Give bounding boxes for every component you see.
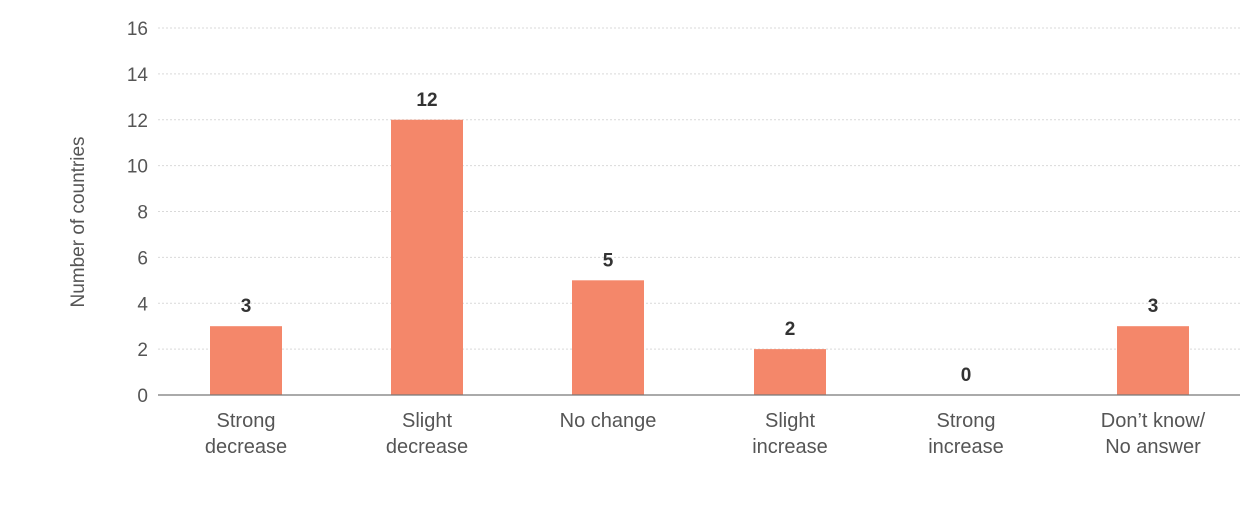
bar (210, 326, 282, 395)
x-category-label-line: increase (928, 436, 1004, 458)
x-category-label-line: No change (560, 410, 657, 432)
bar-value-label: 2 (785, 319, 796, 340)
y-axis-title: Number of countries (68, 136, 89, 307)
bar (391, 119, 463, 395)
x-category-label: Slight decrease (386, 410, 468, 458)
x-axis-categories: Strong decrease Slight decrease No change Sli… (205, 410, 1206, 458)
x-category-label: Don’t know/No answer (1101, 410, 1206, 458)
y-tick-label: 4 (137, 294, 148, 315)
x-category-label-line: Slight (765, 410, 815, 432)
bar (754, 349, 826, 395)
bar (572, 280, 644, 395)
y-tick-label: 6 (137, 248, 148, 269)
x-category-label-line: increase (752, 436, 828, 458)
y-tick-label: 12 (127, 111, 148, 132)
x-category-label-line: decrease (205, 436, 287, 458)
x-category-label-line: Don’t know/ (1101, 410, 1206, 432)
y-tick-label: 0 (137, 386, 148, 407)
y-tick-label: 14 (127, 65, 149, 86)
bar-value-label: 3 (241, 296, 252, 317)
bar-value-label: 3 (1148, 296, 1159, 317)
bar (1117, 326, 1189, 395)
y-tick-label: 8 (137, 203, 148, 224)
x-category-label: Strong increase (928, 410, 1004, 458)
bar-value-label: 5 (603, 250, 614, 271)
y-axis-ticks: 0 2 4 6 8 10 12 14 16 (127, 19, 149, 407)
x-category-label: Slight increase (752, 410, 828, 458)
y-tick-label: 16 (127, 19, 148, 40)
x-category-label: Strong decrease (205, 410, 287, 458)
x-category-label-line: Strong (937, 410, 996, 432)
x-category-label-line: Strong (217, 410, 276, 432)
y-tick-label: 10 (127, 157, 148, 178)
x-category-label-line: No answer (1105, 436, 1201, 458)
data-labels: 3 12 5 2 0 3 (241, 90, 1159, 386)
gridlines (158, 27, 1240, 350)
bar-value-label: 12 (416, 90, 437, 111)
x-category-label-line: Slight (402, 410, 452, 432)
bars (210, 119, 1189, 395)
x-category-label: No change (560, 410, 657, 432)
bar-value-label: 0 (961, 365, 972, 386)
x-category-label-line: decrease (386, 436, 468, 458)
y-tick-label: 2 (137, 340, 148, 361)
